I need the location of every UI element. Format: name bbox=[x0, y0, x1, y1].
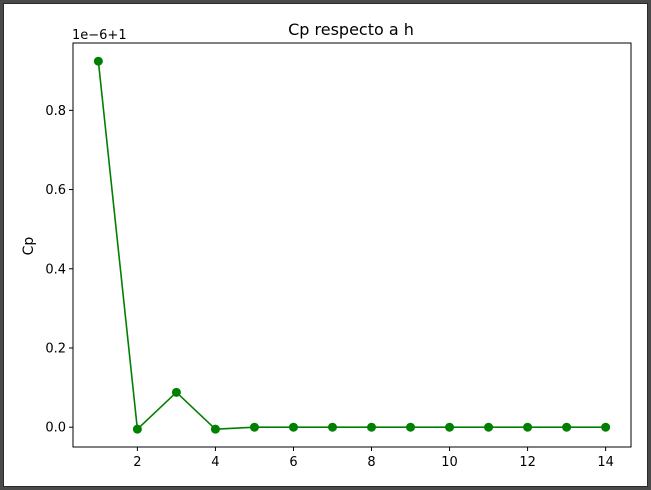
data-point bbox=[288, 422, 298, 432]
data-point bbox=[171, 387, 181, 397]
data-point bbox=[132, 424, 142, 434]
data-point bbox=[523, 422, 533, 432]
y-axis-label: Cp bbox=[21, 237, 37, 256]
y-tick-label: 0.4 bbox=[45, 262, 66, 277]
figure-window: Cp respecto a h 1e−6+1 Cp 2 4 6 8 10 12 14 0.0… bbox=[3, 3, 648, 487]
x-axis-ticks: 2 4 6 8 10 12 14 bbox=[133, 447, 614, 470]
data-point bbox=[562, 422, 572, 432]
data-point bbox=[484, 422, 494, 432]
y-axis-ticks: 0.0 0.2 0.4 0.6 0.8 bbox=[45, 104, 73, 436]
x-tick-label: 14 bbox=[597, 455, 614, 470]
y-tick-label: 0.8 bbox=[45, 104, 66, 119]
y-tick-label: 0.0 bbox=[45, 421, 66, 436]
y-offset-label: 1e−6+1 bbox=[72, 28, 127, 43]
y-tick-label: 0.6 bbox=[45, 183, 66, 198]
chart-title: Cp respecto a h bbox=[288, 20, 414, 39]
x-tick-label: 2 bbox=[133, 455, 141, 470]
x-tick-label: 8 bbox=[367, 455, 375, 470]
data-point bbox=[601, 422, 611, 432]
x-tick-label: 10 bbox=[441, 455, 458, 470]
plot-area bbox=[72, 42, 632, 448]
y-tick-label: 0.2 bbox=[45, 341, 66, 356]
series-line bbox=[97, 61, 606, 431]
data-point bbox=[445, 422, 455, 432]
x-tick-label: 12 bbox=[519, 455, 536, 470]
x-tick-label: 6 bbox=[289, 455, 297, 470]
data-series bbox=[93, 56, 611, 434]
data-point bbox=[327, 422, 337, 432]
data-point bbox=[93, 56, 103, 66]
data-point bbox=[367, 422, 377, 432]
chart-canvas: Cp respecto a h 1e−6+1 Cp 2 4 6 8 10 12 14 0.0… bbox=[21, 20, 632, 470]
data-point bbox=[210, 424, 220, 434]
x-tick-label: 4 bbox=[211, 455, 219, 470]
data-point bbox=[249, 422, 259, 432]
data-point bbox=[406, 422, 416, 432]
